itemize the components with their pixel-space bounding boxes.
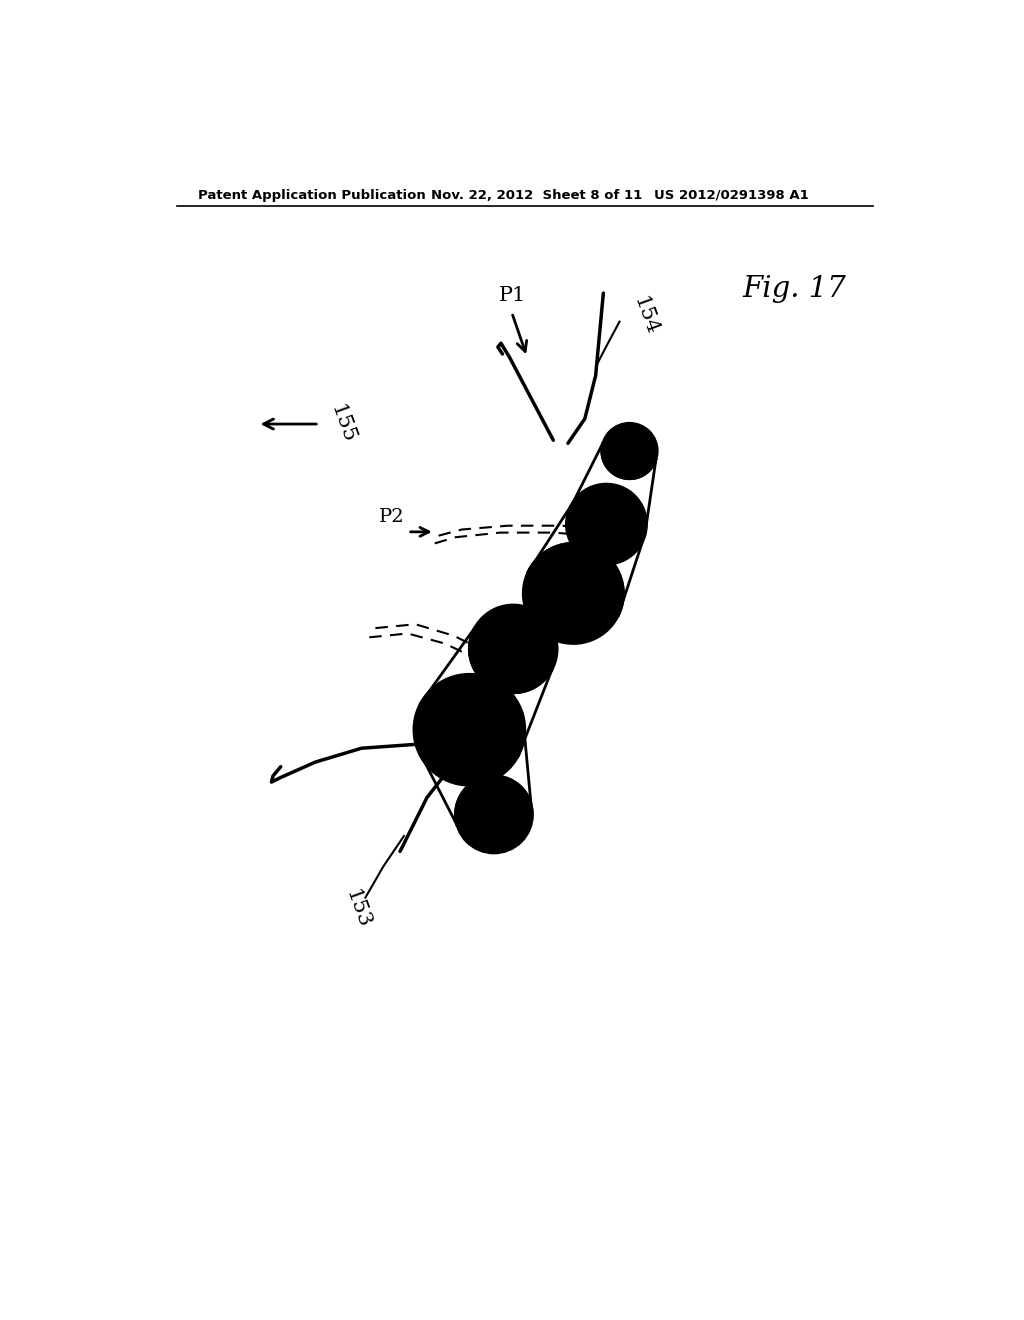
Circle shape: [587, 504, 627, 544]
Circle shape: [615, 437, 643, 465]
Circle shape: [469, 605, 557, 693]
Circle shape: [475, 795, 513, 834]
Text: 155: 155: [327, 403, 358, 446]
Text: 154: 154: [630, 294, 662, 338]
Text: Patent Application Publication: Patent Application Publication: [199, 189, 426, 202]
Circle shape: [602, 424, 657, 479]
Circle shape: [523, 544, 624, 644]
Circle shape: [414, 675, 524, 785]
Text: Fig. 17: Fig. 17: [742, 276, 847, 304]
Circle shape: [441, 702, 497, 758]
Text: US 2012/0291398 A1: US 2012/0291398 A1: [654, 189, 809, 202]
Circle shape: [492, 627, 536, 671]
Text: P1: P1: [499, 285, 526, 305]
Text: P2: P2: [379, 508, 404, 525]
Circle shape: [566, 484, 646, 564]
Text: 153: 153: [342, 887, 374, 931]
Circle shape: [456, 776, 532, 853]
Circle shape: [548, 569, 598, 619]
Text: Nov. 22, 2012  Sheet 8 of 11: Nov. 22, 2012 Sheet 8 of 11: [431, 189, 642, 202]
